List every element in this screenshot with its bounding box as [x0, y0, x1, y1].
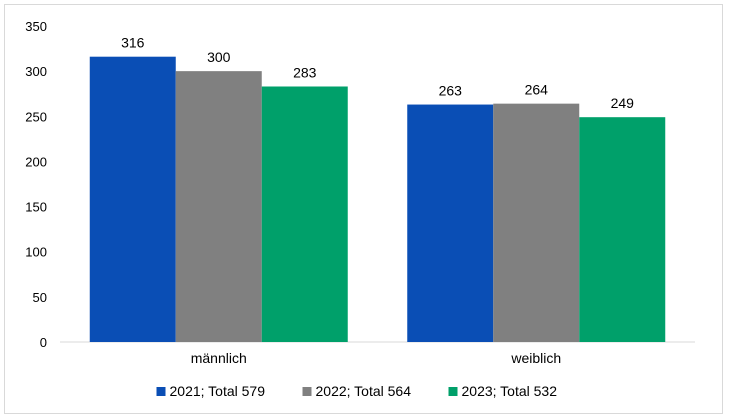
bar	[175, 71, 262, 343]
y-tick-label: 300	[25, 64, 47, 79]
data-label: 263	[439, 83, 463, 99]
y-tick-label: 50	[33, 290, 47, 305]
y-tick-label: 350	[25, 19, 47, 34]
data-label: 249	[611, 95, 635, 111]
legend-swatch	[156, 387, 166, 396]
category-label: männlich	[191, 350, 247, 366]
data-label: 283	[293, 64, 317, 80]
data-label: 300	[207, 49, 231, 65]
legend-label: 2021; Total 579	[170, 383, 266, 399]
bar	[493, 103, 580, 342]
bar	[89, 56, 176, 342]
legend-swatch	[302, 387, 312, 396]
y-tick-label: 150	[25, 200, 47, 215]
category-label: weiblich	[510, 350, 561, 366]
y-tick-label: 0	[40, 335, 47, 350]
y-tick-label: 200	[25, 154, 47, 169]
data-label: 316	[121, 35, 145, 51]
data-label: 264	[525, 82, 549, 98]
legend-swatch	[448, 387, 458, 396]
bar	[579, 117, 666, 342]
y-tick-label: 250	[25, 109, 47, 124]
bar	[407, 104, 494, 342]
legend-label: 2022; Total 564	[316, 383, 412, 399]
y-tick-label: 100	[25, 245, 47, 260]
bar	[261, 86, 348, 343]
legend-label: 2023; Total 532	[462, 383, 558, 399]
